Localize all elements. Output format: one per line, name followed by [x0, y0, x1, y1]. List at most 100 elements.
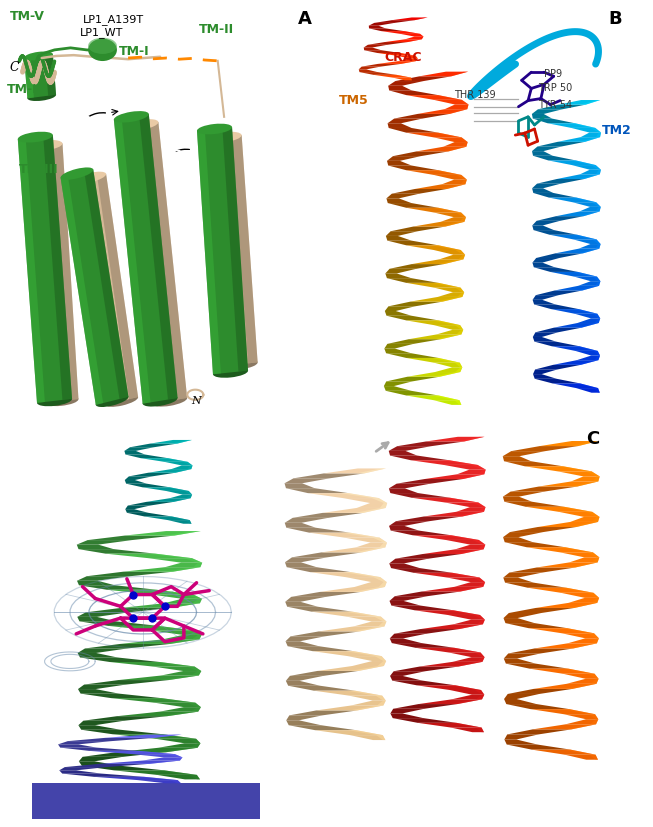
Ellipse shape: [114, 112, 149, 123]
Polygon shape: [24, 55, 56, 99]
Polygon shape: [374, 577, 387, 582]
Polygon shape: [386, 391, 439, 396]
Polygon shape: [377, 662, 386, 667]
Polygon shape: [507, 744, 570, 750]
Polygon shape: [394, 115, 450, 119]
Polygon shape: [149, 123, 187, 400]
Polygon shape: [128, 502, 174, 506]
Polygon shape: [509, 568, 575, 573]
Polygon shape: [537, 179, 584, 184]
Polygon shape: [18, 139, 45, 404]
Polygon shape: [595, 245, 601, 250]
Polygon shape: [286, 676, 323, 681]
Polygon shape: [153, 667, 201, 672]
Polygon shape: [445, 573, 479, 578]
Polygon shape: [356, 543, 387, 547]
Polygon shape: [396, 517, 462, 522]
Polygon shape: [587, 593, 599, 598]
Polygon shape: [77, 617, 116, 622]
Polygon shape: [432, 208, 461, 213]
Polygon shape: [503, 452, 545, 457]
Polygon shape: [61, 170, 129, 405]
Polygon shape: [340, 494, 379, 499]
Ellipse shape: [61, 168, 93, 180]
Polygon shape: [592, 240, 601, 245]
Polygon shape: [581, 133, 601, 138]
Polygon shape: [525, 466, 592, 471]
Polygon shape: [293, 474, 364, 479]
Polygon shape: [474, 653, 485, 657]
Polygon shape: [389, 302, 443, 307]
Polygon shape: [286, 720, 321, 725]
Text: C: C: [586, 429, 599, 447]
Polygon shape: [45, 55, 56, 97]
Polygon shape: [161, 672, 201, 676]
Polygon shape: [410, 18, 428, 22]
Text: TM5: TM5: [340, 93, 369, 107]
Polygon shape: [507, 729, 571, 734]
Polygon shape: [592, 598, 599, 603]
Polygon shape: [390, 709, 424, 714]
Polygon shape: [503, 614, 541, 619]
Polygon shape: [504, 734, 538, 739]
Ellipse shape: [213, 368, 248, 378]
Polygon shape: [444, 466, 486, 470]
Polygon shape: [564, 715, 598, 719]
Polygon shape: [84, 170, 129, 399]
Polygon shape: [561, 593, 599, 598]
Polygon shape: [369, 24, 394, 26]
Polygon shape: [163, 459, 187, 462]
Polygon shape: [163, 567, 200, 572]
Polygon shape: [536, 291, 582, 296]
Polygon shape: [360, 73, 396, 76]
Polygon shape: [148, 470, 191, 473]
Polygon shape: [503, 533, 543, 538]
Polygon shape: [147, 590, 193, 595]
Polygon shape: [532, 750, 596, 755]
Polygon shape: [375, 657, 386, 662]
Polygon shape: [452, 695, 485, 700]
Polygon shape: [463, 105, 469, 110]
Polygon shape: [567, 679, 599, 684]
Polygon shape: [503, 653, 540, 659]
Polygon shape: [223, 128, 248, 372]
Polygon shape: [384, 382, 412, 387]
Polygon shape: [125, 532, 201, 536]
Polygon shape: [353, 622, 387, 627]
Polygon shape: [415, 610, 480, 615]
Polygon shape: [394, 667, 458, 672]
Polygon shape: [185, 520, 191, 524]
Polygon shape: [590, 719, 598, 724]
Polygon shape: [79, 586, 157, 590]
Polygon shape: [390, 227, 445, 232]
Polygon shape: [288, 647, 354, 652]
Polygon shape: [532, 263, 554, 268]
Polygon shape: [146, 499, 191, 502]
Polygon shape: [389, 129, 438, 133]
Polygon shape: [452, 624, 483, 629]
Polygon shape: [342, 533, 379, 538]
Polygon shape: [206, 139, 231, 367]
Polygon shape: [392, 719, 456, 723]
Polygon shape: [577, 319, 600, 323]
Polygon shape: [569, 482, 598, 487]
Polygon shape: [528, 588, 594, 593]
Polygon shape: [165, 532, 201, 536]
Polygon shape: [579, 138, 600, 143]
Polygon shape: [454, 401, 462, 405]
Polygon shape: [315, 730, 383, 735]
Polygon shape: [43, 136, 72, 400]
Polygon shape: [434, 101, 469, 105]
Polygon shape: [78, 648, 127, 653]
Polygon shape: [119, 676, 199, 681]
Polygon shape: [446, 540, 485, 545]
Polygon shape: [314, 691, 382, 696]
Polygon shape: [77, 576, 130, 581]
Polygon shape: [533, 337, 556, 342]
Ellipse shape: [96, 395, 129, 408]
Polygon shape: [82, 766, 165, 771]
Polygon shape: [372, 538, 387, 543]
Polygon shape: [232, 136, 258, 364]
Polygon shape: [164, 462, 193, 466]
Polygon shape: [449, 723, 481, 728]
